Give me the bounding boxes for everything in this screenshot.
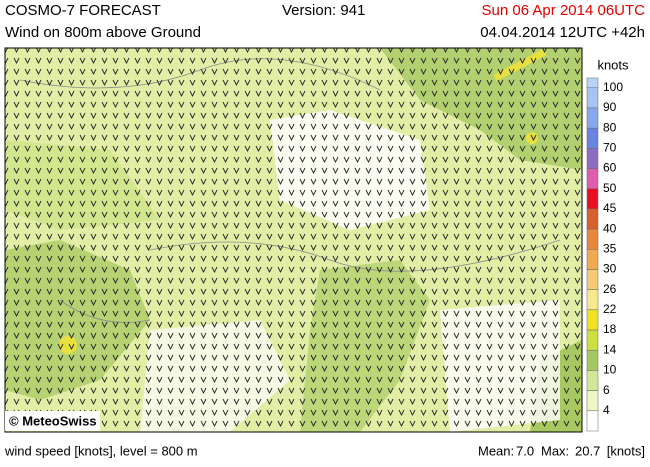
legend-swatch: [586, 77, 599, 89]
legend-label: 80: [603, 120, 617, 134]
footer-description: wind speed [knots], level = 800 m: [4, 443, 198, 458]
legend: 100 90 80 70 60 50 45 40 35 30 26 22 18 14 10 6 4: [586, 77, 623, 432]
mean-value: 7.0: [516, 443, 534, 458]
version: Version: 941: [282, 2, 365, 19]
valid-time: Sun 06 Apr 2014 06UTC: [482, 2, 646, 19]
legend-label: 100: [603, 80, 623, 94]
title: COSMO-7 FORECAST: [5, 2, 161, 19]
legend-swatch: [586, 349, 599, 371]
max-value: 20.7: [575, 443, 600, 458]
legend-label: 26: [603, 282, 617, 296]
map: [5, 48, 582, 432]
legend-label: 60: [603, 161, 617, 175]
legend-label: 70: [603, 141, 617, 155]
legend-swatch: [586, 410, 599, 432]
legend-label: 90: [603, 100, 617, 114]
legend-swatch: [586, 289, 599, 311]
legend-swatch: [586, 148, 599, 169]
legend-swatch: [586, 329, 599, 351]
legend-swatch: [586, 269, 599, 290]
legend-swatch: [586, 390, 599, 412]
legend-label: 10: [603, 363, 617, 377]
legend-swatch: [586, 107, 599, 129]
legend-swatch: [586, 249, 599, 270]
subtitle: Wind on 800m above Ground: [5, 24, 201, 41]
legend-swatch: [586, 188, 599, 210]
legend-swatch: [586, 370, 599, 391]
legend-label: 35: [603, 241, 617, 255]
run-time: 04.04.2014 12UTC +42h: [480, 24, 645, 41]
legend-label: 6: [603, 383, 610, 397]
legend-label: 40: [603, 221, 617, 235]
legend-label: 45: [603, 201, 617, 215]
legend-swatch: [586, 168, 599, 189]
legend-swatch: [586, 127, 599, 149]
legend-swatch: [586, 208, 599, 230]
legend-title: knots: [597, 57, 629, 72]
legend-label: 14: [603, 342, 617, 356]
legend-label: 22: [603, 302, 617, 316]
mean-label: Mean:: [478, 443, 514, 458]
credit: © MeteoSwiss: [9, 413, 97, 428]
legend-label: 50: [603, 181, 617, 195]
unit: [knots]: [607, 443, 645, 458]
legend-swatch: [586, 228, 599, 250]
max-label: Max:: [541, 443, 569, 458]
legend-swatch: [586, 309, 599, 331]
legend-label: 30: [603, 262, 617, 276]
legend-label: 4: [603, 403, 610, 417]
legend-label: 18: [603, 322, 617, 336]
legend-swatch: [586, 87, 599, 109]
